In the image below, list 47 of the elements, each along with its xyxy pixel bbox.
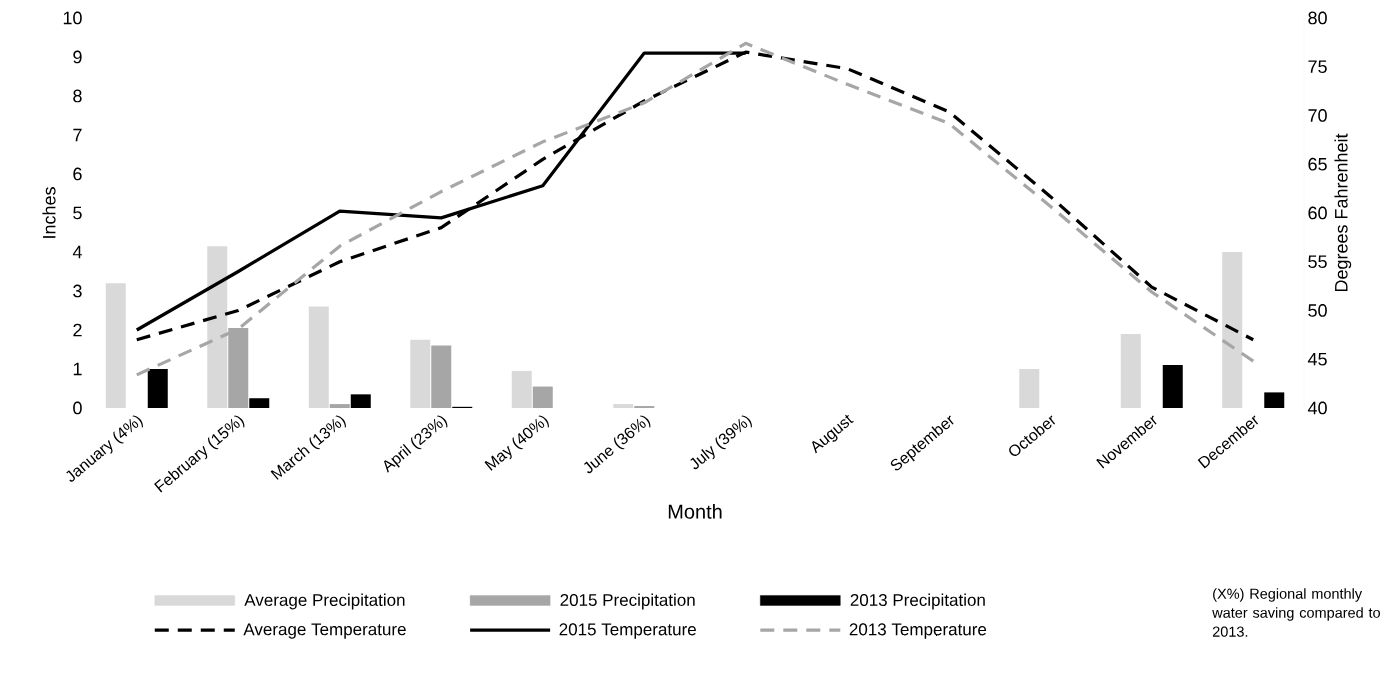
bar bbox=[1264, 392, 1285, 408]
y2-tick-label: 80 bbox=[1308, 11, 1327, 25]
y2-tick-label: 65 bbox=[1308, 157, 1327, 171]
y-tick-label: 2 bbox=[73, 323, 82, 337]
bar bbox=[511, 370, 532, 408]
y-axis-title: Inches bbox=[42, 187, 56, 238]
legend-label: 2015 Precipitation bbox=[560, 593, 695, 610]
y-tick-label: 10 bbox=[63, 11, 82, 25]
bar bbox=[1162, 365, 1183, 408]
bar bbox=[1120, 333, 1141, 408]
bar bbox=[1019, 368, 1040, 408]
bar bbox=[147, 368, 168, 408]
bar bbox=[329, 404, 350, 408]
legend-label: Average Precipitation bbox=[244, 593, 405, 610]
bar bbox=[613, 404, 634, 408]
y-tick-label: 0 bbox=[73, 401, 82, 415]
y2-tick-label: 40 bbox=[1307, 401, 1327, 415]
y2-tick-label: 45 bbox=[1307, 352, 1327, 366]
y-tick-label: 6 bbox=[73, 167, 82, 181]
y2-tick-label: 55 bbox=[1308, 255, 1327, 269]
bar bbox=[308, 306, 329, 408]
y2-axis-title: Degrees Fahrenheit bbox=[1334, 133, 1352, 292]
bar bbox=[532, 386, 553, 408]
y-tick-label: 4 bbox=[72, 245, 82, 259]
bar bbox=[1222, 251, 1243, 408]
y2-tick-label: 50 bbox=[1308, 304, 1327, 317]
bar bbox=[249, 398, 270, 408]
legend-label: Average Temperature bbox=[243, 623, 406, 639]
bar bbox=[105, 283, 126, 408]
legend-label: 2015 Temperature bbox=[559, 623, 696, 639]
y2-tick-label: 70 bbox=[1308, 109, 1327, 122]
bar bbox=[350, 394, 371, 408]
y-tick-label: 9 bbox=[73, 50, 82, 64]
y-tick-label: 3 bbox=[73, 284, 82, 298]
x-axis-title: Month bbox=[668, 504, 722, 519]
text: (X%) Regional monthly water saving compared to 2013. bbox=[1212, 588, 1381, 637]
legend-label: 2013 Temperature bbox=[849, 623, 987, 639]
y2-tick-label: 60 bbox=[1308, 206, 1327, 220]
y-tick-label: 1 bbox=[73, 362, 82, 376]
y-tick-label: 7 bbox=[73, 128, 82, 142]
y-tick-label: 5 bbox=[73, 206, 82, 220]
y2-tick-label: 75 bbox=[1308, 60, 1327, 74]
bar bbox=[207, 246, 228, 408]
bar bbox=[431, 345, 452, 408]
legend-label: 2013 Precipitation bbox=[850, 593, 985, 610]
bar bbox=[410, 339, 431, 408]
y-tick-label: 8 bbox=[73, 89, 82, 103]
